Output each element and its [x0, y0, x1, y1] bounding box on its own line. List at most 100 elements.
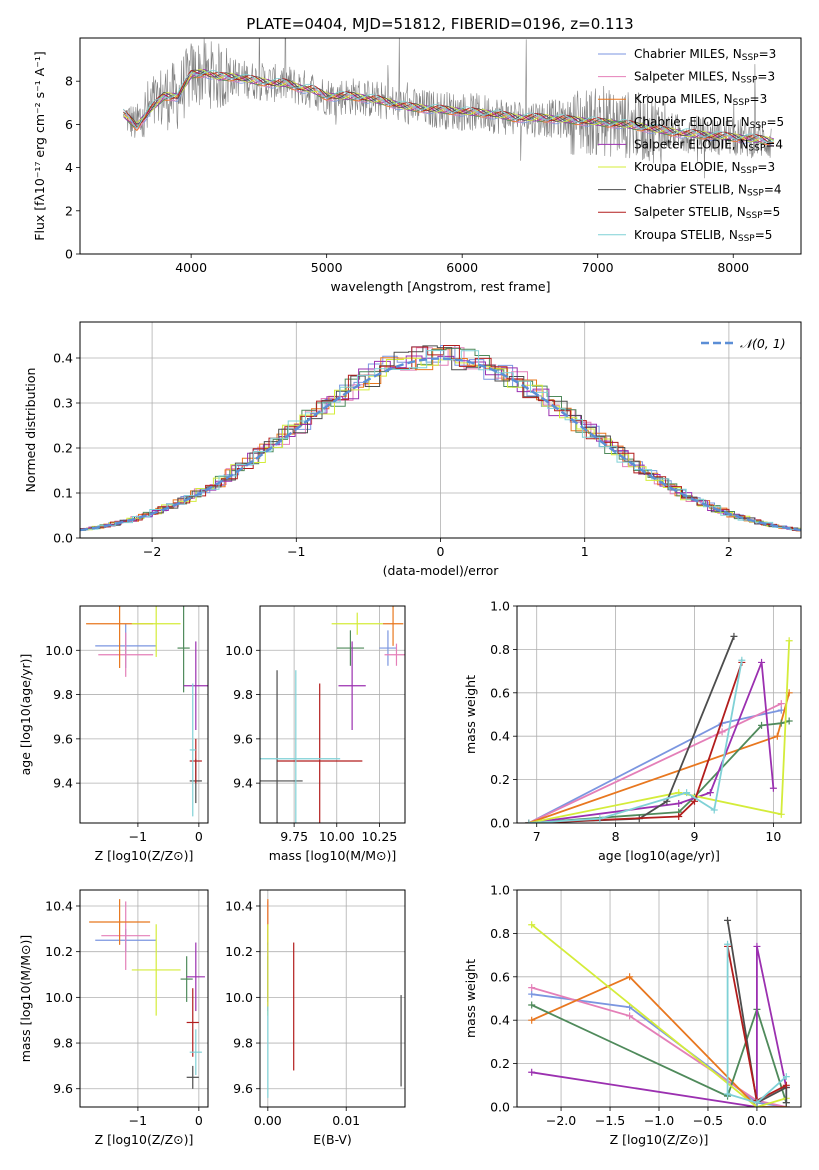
- weight-marker: [777, 700, 785, 708]
- histogram-kroupa-stelib: [80, 350, 801, 531]
- x-tick-label: 8: [612, 829, 620, 844]
- weight-marker: [718, 728, 726, 736]
- x-tick-label: 10.25: [362, 829, 398, 844]
- plot-area: [123, 38, 775, 179]
- legend-entry: Salpeter STELIB, NSSP=5: [634, 205, 780, 221]
- weight-marker: [683, 789, 691, 797]
- weight-line: [726, 920, 788, 1105]
- x-tick-label: −1.0: [644, 1113, 674, 1128]
- legend-entry: Salpeter MILES, NSSP=3: [634, 70, 775, 86]
- weight-marker: [528, 1068, 536, 1076]
- x-tick-label: −2: [143, 544, 161, 559]
- errorbar-salpeter-stelib: [189, 738, 202, 784]
- y-tick-label: 9.4: [233, 776, 253, 791]
- weight-line: [531, 924, 787, 1107]
- y-tick-label: 0.0: [53, 531, 73, 546]
- weight-marker: [528, 984, 536, 992]
- x-tick-label: 0: [195, 829, 203, 844]
- x-tick-label: 0: [195, 1113, 203, 1128]
- y-tick-label: 10.0: [45, 643, 73, 658]
- x-axis-label: (data-model)/error: [383, 563, 500, 578]
- y-tick-label: 9.4: [53, 776, 73, 791]
- plot-area: [525, 632, 793, 823]
- errorbar-chabrier-miles: [379, 630, 397, 666]
- figure-title: PLATE=0404, MJD=51812, FIBERID=0196, z=0…: [246, 15, 633, 33]
- weight-marker: [758, 721, 766, 729]
- y-tick-label: 0.4: [490, 729, 510, 744]
- y-tick-label: 1.0: [490, 883, 510, 898]
- errorbar-chabrier-stelib: [186, 1065, 199, 1089]
- weights-salpeter-elodie: [525, 658, 777, 823]
- errorbar-kroupa-miles: [382, 606, 404, 646]
- y-tick-label: 0.4: [53, 351, 73, 366]
- weight-line: [528, 640, 791, 823]
- weight-line: [528, 702, 782, 823]
- weight-marker: [596, 815, 604, 823]
- x-tick-label: −0.5: [693, 1113, 723, 1128]
- axes-frame: [79, 889, 209, 1108]
- y-tick-label: 0.4: [490, 1013, 510, 1028]
- y-axis-label: age [log10(age/yr)]: [18, 654, 33, 776]
- weight-marker: [753, 1099, 761, 1107]
- y-tick-label: 0.0: [490, 1100, 510, 1115]
- weight-line: [726, 944, 787, 1104]
- weight-line: [531, 1004, 788, 1103]
- x-tick-label: 8000: [717, 260, 749, 275]
- x-tick-label: 2: [725, 544, 733, 559]
- normal-pdf-curve: [80, 357, 801, 532]
- x-tick-label: 10: [765, 829, 781, 844]
- x-axis-label: wavelength [Angstrom, rest frame]: [330, 279, 550, 294]
- x-axis-label: Z [log10(Z/Z⊙)]: [610, 1132, 709, 1147]
- plot-area: [80, 345, 801, 532]
- legend-entry: Kroupa STELIB, NSSP=5: [634, 228, 772, 244]
- errorbar-salpeter-elodie: [186, 942, 205, 1012]
- legend-entry: Kroupa ELODIE, NSSP=3: [634, 160, 775, 176]
- y-tick-label: 2: [65, 203, 73, 218]
- model-line-salpeter-stelib: [123, 70, 774, 144]
- weight-marker: [626, 1012, 634, 1020]
- errorbar-chabrier-elodie: [180, 956, 193, 1002]
- legend: Chabrier MILES, NSSP=3 Salpeter MILES, NS…: [598, 47, 784, 244]
- weight-marker: [528, 921, 536, 929]
- y-tick-label: 0.2: [490, 772, 510, 787]
- weight-marker: [782, 1099, 790, 1107]
- axes-frame: [79, 37, 802, 255]
- plot-area: [86, 606, 208, 817]
- y-tick-label: 0: [65, 247, 73, 262]
- x-axis-label: E(B-V): [313, 1132, 352, 1147]
- axes-frame: [259, 889, 406, 1108]
- errorbar-chabrier-elodie: [177, 606, 190, 693]
- y-tick-label: 8: [65, 74, 73, 89]
- x-tick-label: −1.5: [595, 1113, 625, 1128]
- plot-area: [267, 899, 402, 1098]
- x-tick-label: −1: [129, 829, 147, 844]
- x-axis-label: Z [log10(Z/Z⊙)]: [95, 848, 194, 863]
- y-tick-label: 6: [65, 117, 73, 132]
- y-axis-label: mass weight: [463, 675, 478, 754]
- weight-marker: [528, 990, 536, 998]
- errorbar-salpeter-miles: [98, 632, 154, 677]
- x-tick-label: 6000: [446, 260, 478, 275]
- plot-area: [89, 899, 205, 1089]
- x-tick-label: 1: [581, 544, 589, 559]
- x-tick-label: 9: [691, 829, 699, 844]
- y-tick-label: 9.8: [53, 1036, 73, 1051]
- panel-residuals: −2 −1 0 1 2 0.0 0.1 0.2 0.3 0.4 (data-model)/error…: [23, 321, 802, 578]
- errorbar-kroupa-elodie: [131, 924, 181, 1016]
- y-tick-label: 9.8: [53, 687, 73, 702]
- weight-marker: [777, 719, 785, 727]
- weight-line: [531, 975, 787, 1107]
- weight-marker: [525, 819, 533, 823]
- errorbar-kroupa-elodie: [131, 606, 181, 657]
- weight-marker: [724, 916, 732, 924]
- legend-entry: Chabrier ELODIE, NSSP=5: [634, 115, 784, 131]
- x-tick-label: 7: [533, 829, 541, 844]
- weight-marker: [528, 1001, 536, 1009]
- x-tick-label: 10.00: [319, 829, 355, 844]
- weight-marker: [691, 797, 698, 805]
- x-tick-label: 5000: [311, 260, 343, 275]
- panel-weights_vs_Z: −2.0 −1.5 −1.0 −0.5 0.0 0.0 0.2 0.4 0.6 0.8 1.0 Z […: [463, 883, 802, 1147]
- legend-entry: Chabrier STELIB, NSSP=4: [634, 183, 782, 199]
- x-tick-label: 7000: [582, 260, 614, 275]
